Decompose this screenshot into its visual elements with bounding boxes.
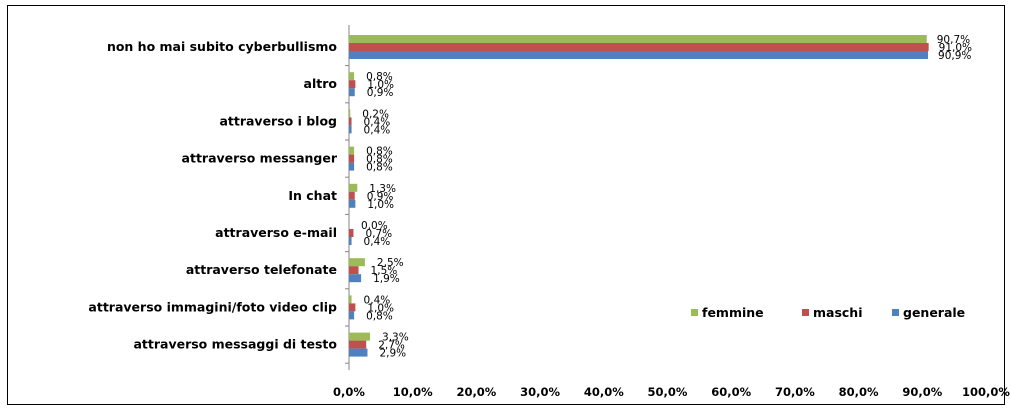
legend-swatch-maschi [802,309,809,316]
bar-femmine-attraverso-i-blog [349,109,351,118]
data-label-maschi-attraverso-messanger: 0,8% [366,154,393,166]
x-tick-label: 40,0% [584,385,624,399]
data-label-maschi-attraverso-e-mail: 0,7% [365,228,392,240]
bar-generale-attraverso-i-blog [349,125,352,134]
legend-label-generale: generale [903,305,965,320]
data-label-femmine-non-ho-mai-subito-cyberbullismo: 90,7% [937,34,970,46]
data-label-maschi-attraverso-immagini-foto-video-clip: 1,0% [367,302,394,314]
bar-generale-attraverso-e-mail [349,237,352,245]
category-label-attraverso-messanger: attraverso messanger [182,151,338,166]
data-label-generale-attraverso-messaggi-di-testo: 2,9% [379,348,406,360]
bar-femmine-attraverso-immagini-foto-video-clip [349,295,352,304]
data-label-femmine-attraverso-immagini-foto-video-clip: 0,4% [364,294,391,306]
legend-swatch-generale [892,309,899,316]
data-label-maschi-attraverso-telefonate: 1,5% [371,265,398,277]
x-tick-label: 50,0% [648,385,688,399]
x-tick-label: 60,0% [711,385,751,399]
legend-label-femmine: femmine [702,305,764,320]
data-label-femmine-attraverso-i-blog: 0,2% [362,108,389,120]
data-label-maschi-attraverso-i-blog: 0,4% [364,116,391,128]
bar-femmine-attraverso-telefonate [349,258,365,267]
bar-femmine-in-chat [349,183,358,192]
data-label-generale-attraverso-telefonate: 1,9% [373,273,400,285]
x-tick-label: 90,0% [902,385,942,399]
data-label-generale-non-ho-mai-subito-cyberbullismo: 90,9% [938,50,971,62]
category-label-attraverso-messaggi-di-testo: attraverso messaggi di testo [133,337,337,352]
bar-maschi-non-ho-mai-subito-cyberbullismo [349,43,929,51]
data-label-femmine-in-chat: 1,3% [369,183,396,195]
category-label-attraverso-telefonate: attraverso telefonate [186,262,337,277]
legend-label-maschi: maschi [813,305,863,320]
bar-maschi-altro [349,80,356,89]
category-label-attraverso-e-mail: attraverso e-mail [215,225,337,240]
chart-frame [7,5,1005,405]
x-tick-label: 20,0% [456,385,496,399]
data-label-femmine-attraverso-telefonate: 2,5% [377,257,404,269]
data-label-femmine-attraverso-messanger: 0,8% [366,146,393,158]
x-tick-label: 10,0% [393,385,433,399]
bar-generale-altro [349,88,355,97]
data-label-generale-attraverso-e-mail: 0,4% [364,236,391,248]
data-label-generale-altro: 0,9% [367,87,394,99]
data-label-femmine-attraverso-e-mail: 0,0% [361,220,388,232]
data-label-generale-attraverso-i-blog: 0,4% [364,124,391,136]
bar-generale-in-chat [349,199,356,208]
bar-generale-non-ho-mai-subito-cyberbullismo [349,51,929,59]
bar-generale-attraverso-telefonate [349,274,362,283]
category-label-non-ho-mai-subito-cyberbullismo: non ho mai subito cyberbullismo [107,39,337,54]
data-label-maschi-in-chat: 0,9% [367,191,394,203]
bar-maschi-attraverso-immagini-foto-video-clip [349,303,356,312]
bar-generale-attraverso-immagini-foto-video-clip [349,311,355,320]
x-tick-label: 80,0% [839,385,879,399]
bar-maschi-in-chat [349,191,355,200]
data-label-generale-in-chat: 1,0% [367,199,394,211]
x-tick-label: 30,0% [520,385,560,399]
bar-maschi-attraverso-messaggi-di-testo [349,340,367,349]
bar-maschi-attraverso-i-blog [349,117,352,126]
category-label-in-chat: In chat [288,188,337,203]
x-tick-label: 70,0% [775,385,815,399]
bar-maschi-attraverso-telefonate [349,266,359,275]
data-label-generale-attraverso-messanger: 0,8% [366,162,393,174]
bar-maschi-attraverso-e-mail [349,229,354,237]
bar-femmine-attraverso-messanger [349,146,355,155]
x-tick-label: 100,0% [962,385,1010,399]
category-label-attraverso-i-blog: attraverso i blog [219,113,337,128]
data-label-femmine-altro: 0,8% [366,71,393,83]
data-label-generale-attraverso-immagini-foto-video-clip: 0,8% [366,310,393,322]
data-label-maschi-attraverso-messaggi-di-testo: 2,7% [378,340,405,352]
bar-generale-attraverso-messanger [349,162,355,171]
bar-femmine-altro [349,72,355,81]
bar-maschi-attraverso-messanger [349,154,355,163]
bar-femmine-attraverso-messaggi-di-testo [349,332,371,341]
data-label-maschi-altro: 1,0% [367,79,394,91]
data-label-maschi-non-ho-mai-subito-cyberbullismo: 91,0% [939,42,972,54]
x-tick-label: 0,0% [333,385,365,399]
bar-generale-attraverso-messaggi-di-testo [349,348,368,357]
bar-femmine-non-ho-mai-subito-cyberbullismo [349,35,927,43]
category-label-attraverso-immagini-foto-video-clip: attraverso immagini/foto video clip [88,299,337,314]
category-label-altro: altro [304,76,338,91]
legend-swatch-femmine [691,309,698,316]
data-label-femmine-attraverso-messaggi-di-testo: 3,3% [382,332,409,344]
